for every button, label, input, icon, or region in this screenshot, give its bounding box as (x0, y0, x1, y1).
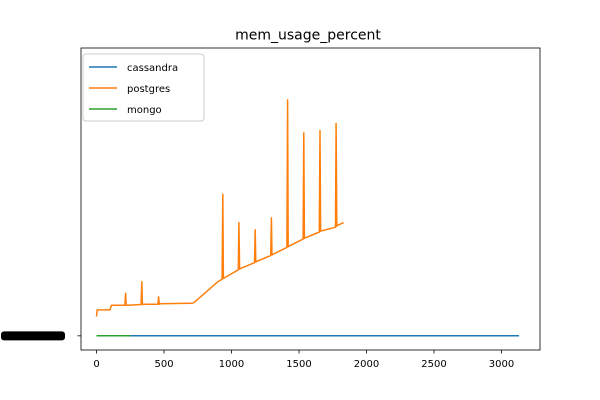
x-tick-label: 2000 (354, 359, 379, 370)
x-tick-label: 1000 (219, 359, 244, 370)
series-line-postgres (95, 99, 344, 317)
legend: cassandra postgres mongo (82, 53, 205, 122)
x-tick-label: 0 (93, 359, 99, 370)
x-tick-label: 500 (154, 359, 173, 370)
legend-label-mongo: mongo (127, 105, 162, 116)
legend-label-cassandra: cassandra (127, 63, 178, 74)
x-tick-label: 2500 (421, 359, 446, 370)
x-tick-label: 3000 (489, 359, 514, 370)
legend-label-postgres: postgres (127, 84, 170, 95)
series-layer (95, 99, 520, 337)
x-axis: 0 500 1000 1500 2000 2500 3000 (93, 350, 514, 370)
y-axis (1, 331, 81, 341)
legend-box (82, 53, 205, 122)
x-tick-label: 1500 (286, 359, 311, 370)
chart-title: mem_usage_percent (235, 28, 381, 44)
y-tick-labels-overlapping (1, 331, 65, 341)
plot-frame (80, 47, 541, 351)
